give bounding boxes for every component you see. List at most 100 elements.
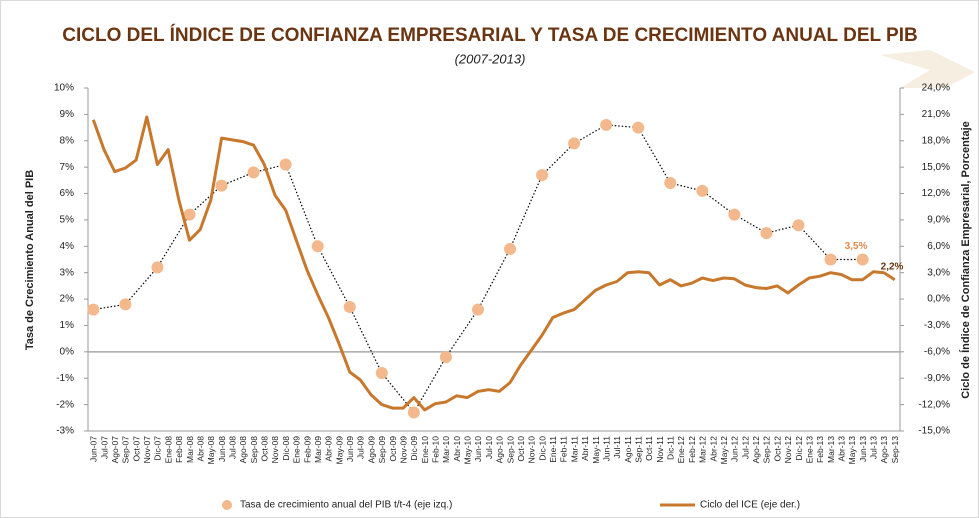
chart-title: CICLO DEL ÍNDICE DE CONFIANZA EMPRESARIA… (62, 24, 917, 46)
x-tick-label: Sep-08 (249, 436, 259, 464)
x-tick-label: Ago-12 (751, 436, 761, 464)
x-tick-label: Ago-07 (110, 436, 120, 464)
x-tick-label: Jul-12 (740, 436, 750, 459)
x-tick-label: Mar-10 (441, 436, 451, 463)
y2-tick-label: -3,0% (924, 320, 950, 331)
x-tick-label: May-13 (847, 436, 857, 465)
y2-tick-label: 0,0% (927, 294, 950, 305)
x-tick-label: Nov-12 (783, 436, 793, 464)
value-label: 3,5% (845, 241, 868, 252)
x-tick-label: Ene-12 (676, 436, 686, 464)
x-tick-label: Nov-07 (142, 436, 152, 464)
pib-point (279, 158, 292, 171)
x-tick-label: Oct-07 (131, 436, 141, 462)
y-tick-label: 10% (54, 83, 74, 94)
y-tick-label: 1% (60, 320, 75, 331)
x-tick-label: Sep-07 (121, 436, 131, 464)
x-tick-label: Oct-09 (388, 436, 398, 462)
legend-label: Ciclo del ICE (eje der.) (700, 500, 800, 511)
x-tick-label: Nov-08 (270, 436, 280, 464)
chart-subtitle: (2007-2013) (455, 51, 526, 66)
pib-point (856, 253, 869, 266)
y-tick-label: 6% (60, 188, 75, 199)
x-tick-label: Sep-10 (505, 436, 515, 464)
y2-tick-label: -6,0% (924, 346, 950, 357)
y-tick-label: 8% (60, 135, 75, 146)
x-tick-label: Jul-10 (484, 436, 494, 459)
x-tick-label: Ago-10 (495, 436, 505, 464)
x-tick-label: Nov-09 (398, 436, 408, 464)
pib-point (568, 137, 581, 150)
y-tick-label: 2% (60, 294, 75, 305)
x-tick-label: Ene-11 (548, 436, 558, 463)
y2-tick-label: 12,0% (922, 188, 950, 199)
x-tick-label: Abr-10 (452, 436, 462, 462)
x-tick-label: Mar-08 (185, 436, 195, 463)
x-tick-label: Dic-07 (153, 436, 163, 461)
x-tick-label: May-10 (463, 436, 473, 465)
y-tick-label: -3% (56, 426, 74, 437)
y-tick-label: 5% (60, 215, 75, 226)
pib-point (183, 208, 196, 221)
pib-point (696, 184, 709, 197)
x-tick-label: Nov-10 (527, 436, 537, 464)
pib-point (375, 366, 388, 379)
decoration (880, 50, 975, 88)
x-tick-label: Jun-12 (730, 436, 740, 462)
x-tick-label: Sep-12 (762, 436, 772, 464)
x-tick-label: Jul-08 (227, 436, 237, 459)
pib-point (536, 169, 549, 182)
x-tick-label: Jul-07 (99, 436, 109, 459)
pib-point (87, 303, 100, 316)
x-tick-label: Dic-09 (409, 436, 419, 461)
x-tick-label: Mar-11 (569, 436, 579, 463)
x-tick-label: Abr-13 (836, 436, 846, 462)
x-tick-label: Ene-10 (420, 436, 430, 464)
x-tick-label: Feb-12 (687, 436, 697, 463)
y-tick-label: 7% (60, 162, 75, 173)
pib-point (664, 176, 677, 189)
x-tick-label: Jun-08 (217, 436, 227, 462)
x-tick-label: Ene-08 (163, 436, 173, 464)
x-tick-label: Dic-12 (794, 436, 804, 461)
x-tick-label: Ago-09 (366, 436, 376, 464)
x-tick-label: Nov-11 (655, 436, 665, 463)
y2-tick-label: -12,0% (918, 399, 950, 410)
pib-point (311, 240, 324, 253)
pib-point (215, 179, 228, 192)
x-tick-label: Abr-08 (195, 436, 205, 462)
x-tick-label: Jul-09 (356, 436, 366, 459)
x-tick-label: Dic-10 (537, 436, 547, 461)
x-tick-label: Jun-07 (89, 436, 99, 462)
y2-tick-label: -9,0% (924, 373, 950, 384)
pib-point (471, 303, 484, 316)
x-tick-label: Jul-13 (869, 436, 879, 459)
x-tick-label: May-08 (206, 436, 216, 465)
x-tick-label: Dic-11 (666, 436, 676, 460)
pib-point (824, 253, 837, 266)
x-tick-label: May-11 (591, 436, 601, 464)
x-tick-label: Dic-08 (281, 436, 291, 461)
x-tick-label: Sep-11 (633, 436, 643, 463)
y2-tick-label: 3,0% (927, 267, 950, 278)
legend-marker (222, 500, 232, 510)
y2-axis-title: Ciclo de Índice de Confianza Empresarial… (959, 121, 972, 399)
x-tick-label: Feb-09 (302, 436, 312, 463)
x-tick-label: Jun-11 (601, 436, 611, 462)
x-tick-label: Sep-09 (377, 436, 387, 464)
pib-point (632, 121, 645, 134)
y-tick-label: -2% (56, 399, 74, 410)
y2-tick-label: 21,0% (922, 109, 950, 120)
x-tick-label: Abr-12 (708, 436, 718, 462)
pib-point (343, 300, 356, 313)
y-axis-title: Tasa de Crecimiento Anual del PIB (24, 170, 36, 350)
legend-label: Tasa de crecimiento anual del PIB t/t-4 … (240, 500, 452, 511)
pib-point (247, 166, 260, 179)
y-tick-label: 0% (60, 346, 75, 357)
x-tick-label: Oct-12 (772, 436, 782, 462)
y2-tick-label: 6,0% (927, 241, 950, 252)
pib-point (792, 219, 805, 232)
x-tick-label: Feb-10 (430, 436, 440, 463)
x-tick-label: Ago-11 (623, 436, 633, 463)
